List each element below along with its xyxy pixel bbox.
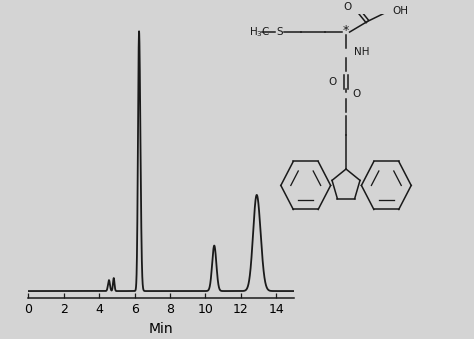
Text: O: O xyxy=(343,2,351,12)
Text: O: O xyxy=(329,77,337,87)
Text: *: * xyxy=(343,24,349,37)
Text: S: S xyxy=(276,27,283,37)
Text: H$_3$C: H$_3$C xyxy=(249,25,271,39)
Text: NH: NH xyxy=(354,47,370,57)
X-axis label: Min: Min xyxy=(149,322,173,336)
Text: OH: OH xyxy=(392,6,408,16)
Text: O: O xyxy=(353,89,361,99)
